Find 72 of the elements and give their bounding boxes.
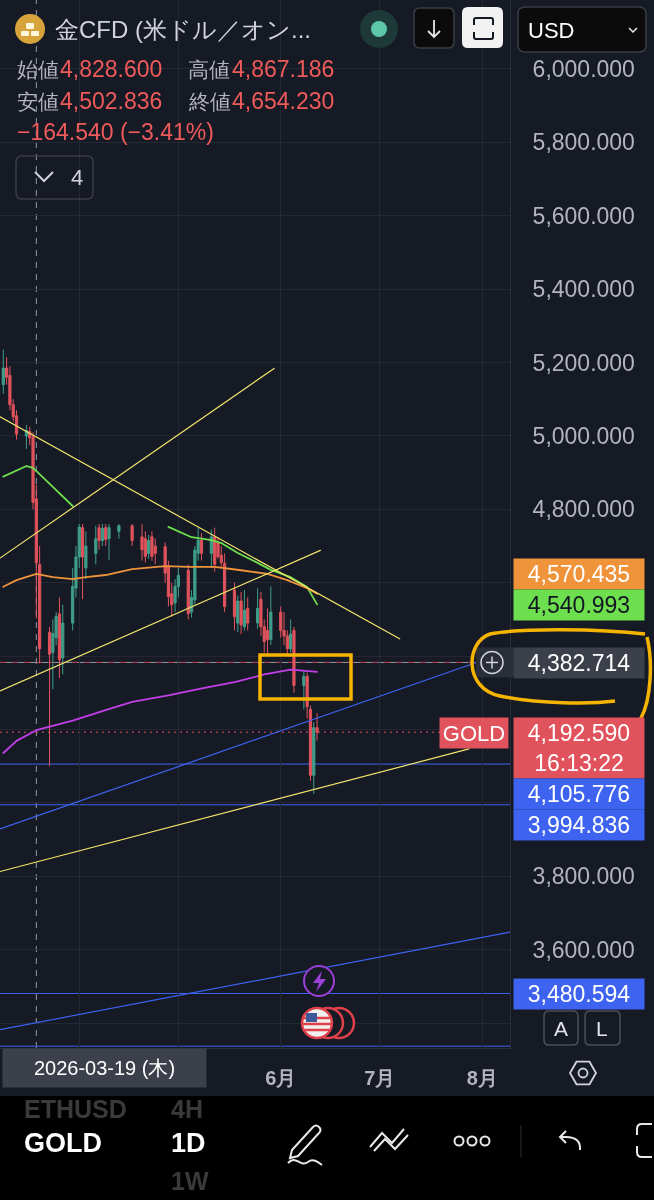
y-tick-label: 5,400.000 bbox=[532, 276, 635, 303]
ref-line-label: 4,105.776 bbox=[527, 781, 631, 807]
ref-line-label: 3,994.836 bbox=[527, 812, 631, 838]
candlestick bbox=[140, 523, 144, 562]
annotation: 4,502.836 bbox=[60, 88, 163, 114]
candlestick bbox=[246, 596, 250, 631]
candlestick bbox=[269, 585, 273, 646]
line-series bbox=[2, 668, 318, 754]
candlestick bbox=[130, 523, 134, 547]
x-tick-label: 6月 bbox=[265, 1067, 297, 1089]
y-tick-label: 5,800.000 bbox=[532, 129, 635, 156]
text: 金CFD (米ドル／オン... bbox=[55, 16, 311, 44]
candlestick bbox=[199, 532, 204, 562]
text: A bbox=[554, 1017, 569, 1040]
candlestick bbox=[94, 525, 98, 565]
candlestick bbox=[232, 582, 237, 631]
ref-line-label: 3,480.594 bbox=[527, 981, 631, 1007]
candlestick bbox=[242, 589, 246, 631]
candlestick bbox=[104, 523, 108, 547]
candlestick bbox=[186, 563, 190, 620]
candlestick bbox=[97, 523, 101, 551]
text: USD bbox=[528, 18, 575, 43]
annotation: −164.540 (−3.41%) bbox=[17, 119, 214, 145]
annotation: 高値 bbox=[188, 58, 230, 81]
annotation: 始値 bbox=[17, 58, 59, 81]
annotation: GOLD bbox=[442, 720, 506, 746]
y-tick-label: 5,000.000 bbox=[532, 422, 635, 449]
y-tick-label: 4,800.000 bbox=[532, 496, 635, 523]
y-tick-label: 6,000.000 bbox=[532, 56, 635, 83]
candlestick bbox=[117, 523, 121, 540]
candlestick bbox=[289, 618, 293, 653]
candlestick bbox=[84, 530, 88, 580]
text: ETHUSD bbox=[24, 1095, 127, 1123]
line-series bbox=[2, 565, 318, 595]
x-tick-label: 7月 bbox=[364, 1067, 396, 1089]
annotation: 4 bbox=[71, 165, 84, 190]
candlestick bbox=[107, 523, 111, 561]
y-tick-label: 3,800.000 bbox=[532, 863, 635, 890]
annotation: 4,828.600 bbox=[60, 56, 163, 82]
annotation: 安値 bbox=[17, 90, 59, 113]
text: 1D bbox=[171, 1128, 206, 1158]
candlestick bbox=[1, 349, 5, 395]
candlestick bbox=[147, 534, 151, 560]
y-tick-label: 3,600.000 bbox=[532, 936, 635, 963]
candlestick bbox=[256, 587, 260, 630]
candlestick bbox=[292, 626, 296, 694]
text: 1W bbox=[171, 1167, 209, 1195]
x-tick-label: 8月 bbox=[466, 1067, 498, 1089]
y-tick-label: 5,600.000 bbox=[532, 202, 635, 229]
candlestick bbox=[213, 527, 217, 573]
candlestick bbox=[57, 596, 62, 679]
candlestick bbox=[80, 523, 85, 600]
candlestick bbox=[61, 604, 65, 675]
text: 4H bbox=[171, 1095, 203, 1123]
text: 4,540.993 bbox=[527, 592, 631, 618]
ref-line-label: 4,382.714 bbox=[527, 650, 631, 676]
candlestick bbox=[302, 670, 306, 710]
annotation: 4,867.186 bbox=[232, 56, 335, 82]
text: L bbox=[596, 1017, 608, 1040]
ref-line-label: 2026-03-19 (木) bbox=[33, 1057, 176, 1079]
candlestick bbox=[312, 721, 316, 795]
annotation: 4,654.230 bbox=[232, 88, 335, 114]
annotation: 終値 bbox=[188, 90, 231, 113]
candlestick bbox=[100, 523, 104, 547]
ref-line-label: 4,192.590 16:13:22 bbox=[527, 720, 631, 776]
candlestick bbox=[236, 595, 240, 633]
candlestick bbox=[239, 591, 243, 635]
text: 4,570.435 bbox=[527, 561, 631, 587]
candlestick bbox=[150, 530, 154, 562]
text: GOLD bbox=[24, 1128, 102, 1158]
y-tick-label: 5,200.000 bbox=[532, 349, 635, 376]
candlestick bbox=[209, 529, 213, 569]
